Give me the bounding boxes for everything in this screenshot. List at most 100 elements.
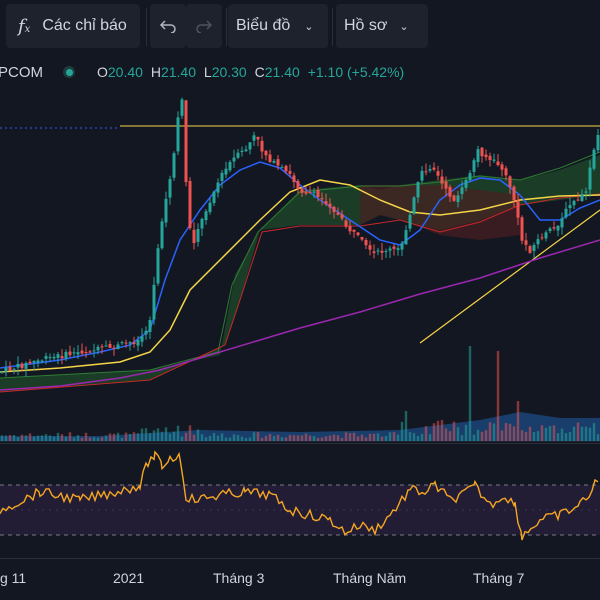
- low-value: 20.30: [211, 64, 247, 80]
- volume-bar: [276, 434, 280, 441]
- chart-menu-label: Biểu đồ: [236, 17, 291, 34]
- candle-body: [24, 362, 28, 369]
- volume-bar: [420, 433, 424, 441]
- candle-body: [532, 245, 536, 251]
- volume-bar: [228, 437, 232, 441]
- candle-body: [540, 237, 544, 239]
- candle-body: [260, 140, 264, 152]
- candle-body: [240, 150, 244, 152]
- volume-bar: [232, 434, 236, 441]
- volume-bar: [508, 423, 512, 441]
- volume-bar: [300, 435, 304, 441]
- candle-body: [356, 232, 360, 236]
- volume-bar: [184, 432, 188, 441]
- volume-bar: [248, 437, 252, 441]
- candle-body: [472, 160, 476, 172]
- symbol-legend: PCOM O20.40 H21.40 L20.30 C21.40 +1.10 (…: [0, 60, 404, 84]
- volume-bar: [572, 426, 576, 441]
- price-chart[interactable]: [0, 84, 600, 560]
- candle-body: [76, 352, 80, 355]
- volume-bar: [456, 427, 460, 441]
- candle-body: [176, 117, 180, 152]
- candle-body: [8, 366, 12, 371]
- volume-bar: [428, 434, 432, 441]
- candle-body: [200, 218, 204, 229]
- candle-body: [292, 175, 296, 183]
- candle-body: [184, 100, 188, 183]
- candle-body: [280, 167, 284, 169]
- volume-bar: [388, 432, 392, 441]
- high-value: 21.40: [160, 64, 196, 80]
- redo-button[interactable]: [186, 4, 222, 48]
- volume-bar: [344, 432, 348, 441]
- volume-bar: [424, 426, 428, 441]
- candle-body: [464, 180, 468, 188]
- volume-bar: [348, 432, 352, 441]
- volume-bar: [220, 433, 224, 441]
- volume-bar: [56, 432, 60, 441]
- volume-bar: [36, 435, 40, 441]
- volume-bar: [296, 435, 300, 441]
- candle-body: [548, 228, 552, 231]
- volume-bar: [108, 433, 112, 441]
- candle-body: [152, 284, 156, 320]
- candle-body: [380, 250, 384, 253]
- volume-bar: [476, 429, 480, 441]
- volume-bar: [496, 351, 500, 441]
- volume-bar: [556, 433, 560, 441]
- volume-bar: [372, 433, 376, 441]
- profile-menu-button[interactable]: Hồ sơ ⌄: [336, 4, 428, 48]
- volume-bar: [564, 433, 568, 441]
- candle-body: [68, 351, 72, 356]
- volume-bar: [416, 435, 420, 441]
- candle-body: [140, 336, 144, 342]
- candle-body: [288, 170, 292, 174]
- candle-body: [84, 352, 88, 354]
- candle-body: [4, 367, 8, 372]
- candle-body: [132, 342, 136, 345]
- volume-bar: [280, 437, 284, 441]
- candle-body: [12, 368, 16, 370]
- toolbar-separator: [332, 8, 333, 46]
- candle-body: [156, 248, 160, 284]
- candle-body: [304, 191, 308, 194]
- candle-body: [20, 363, 24, 369]
- candle-body: [0, 371, 4, 373]
- candle-body: [52, 356, 56, 359]
- candle-body: [268, 154, 272, 162]
- volume-bar: [104, 435, 108, 441]
- candle-body: [476, 149, 480, 162]
- volume-bar: [252, 432, 256, 441]
- volume-bar: [160, 431, 164, 441]
- chart-menu-button[interactable]: Biểu đồ ⌄: [228, 4, 328, 48]
- volume-bar: [0, 435, 4, 441]
- candle-body: [368, 245, 372, 250]
- candle-body: [160, 221, 164, 249]
- volume-bar: [536, 431, 540, 441]
- undo-button[interactable]: [150, 4, 186, 48]
- volume-bar: [356, 436, 360, 441]
- candle-body: [136, 340, 140, 346]
- undo-icon: [159, 20, 176, 33]
- candle-body: [48, 356, 52, 358]
- symbol-name[interactable]: PCOM: [0, 63, 43, 81]
- candle-body: [480, 147, 484, 157]
- volume-bar: [544, 427, 548, 441]
- candle-body: [28, 361, 32, 364]
- candle-body: [92, 350, 96, 352]
- volume-bar: [340, 437, 344, 441]
- volume-bar: [352, 432, 356, 441]
- candle-body: [312, 191, 316, 193]
- volume-bar: [500, 430, 504, 441]
- candle-body: [412, 197, 416, 214]
- candle-body: [340, 214, 344, 219]
- volume-bar: [400, 421, 404, 441]
- volume-bar: [436, 420, 440, 441]
- volume-bar: [88, 437, 92, 441]
- volume-bar: [240, 436, 244, 441]
- indicators-button[interactable]: fx Các chỉ báo: [6, 4, 140, 48]
- volume-bar: [80, 437, 84, 441]
- candle-body: [360, 237, 364, 240]
- time-axis-label: Tháng 7: [473, 570, 525, 586]
- volume-bar: [12, 435, 16, 441]
